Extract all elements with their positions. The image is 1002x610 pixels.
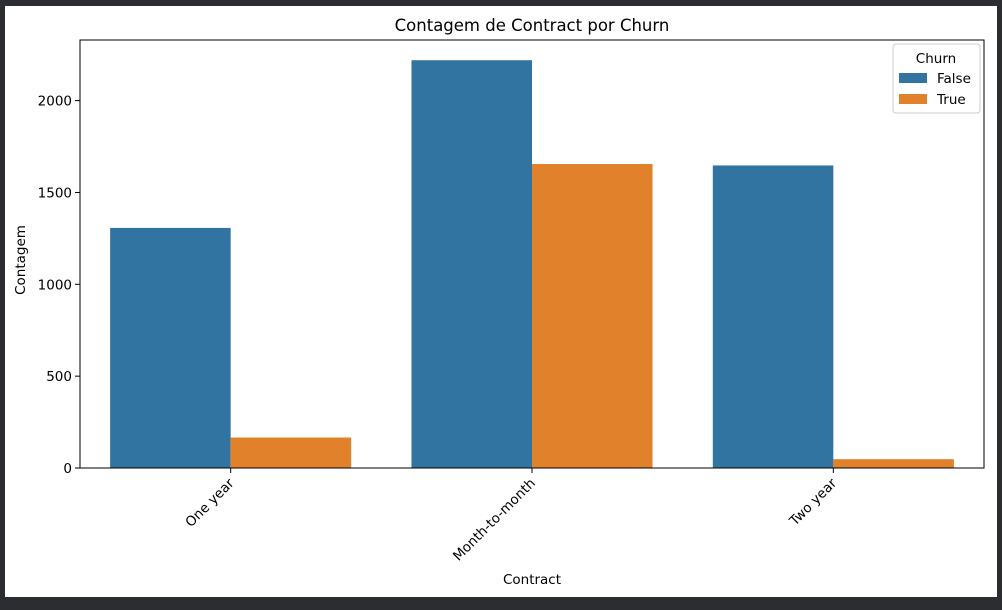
bars-layer <box>110 60 954 469</box>
y-tick-label: 1000 <box>38 277 72 293</box>
y-tick-label: 500 <box>46 369 72 385</box>
x-axis-label: Contract <box>503 572 561 588</box>
bar-false-1 <box>110 227 231 468</box>
y-tick-label: 2000 <box>38 94 72 110</box>
legend-label-false: False <box>937 71 971 87</box>
bar-true-2 <box>532 163 653 469</box>
x-tick-label: Two year <box>786 475 841 530</box>
x-tick-label: Month-to-month <box>450 476 539 565</box>
y-tick-label: 1500 <box>38 185 72 201</box>
bar-chart: Contagem de Contract por Churn 0 500 1000 1… <box>13 16 985 588</box>
bar-true-3 <box>833 459 954 468</box>
legend: Churn False True <box>892 43 981 114</box>
bar-false-3 <box>712 165 834 468</box>
legend-title: Churn <box>916 51 956 67</box>
plot-border <box>79 39 985 469</box>
y-tick-label: 0 <box>63 461 72 477</box>
bar-false-2 <box>411 60 532 469</box>
bar-true-1 <box>230 437 352 468</box>
legend-swatch-true <box>899 94 927 104</box>
chart-frame: Contagem de Contract por Churn 0 500 1000 1… <box>5 6 997 597</box>
y-axis: 0 500 1000 1500 2000 <box>38 94 80 477</box>
x-axis: One year Month-to-month Two year <box>182 468 840 564</box>
legend-swatch-false <box>899 73 927 83</box>
x-tick-label: One year <box>182 475 237 530</box>
chart-title: Contagem de Contract por Churn <box>395 16 670 35</box>
y-axis-label: Contagem <box>13 225 29 295</box>
legend-label-true: True <box>936 92 966 108</box>
